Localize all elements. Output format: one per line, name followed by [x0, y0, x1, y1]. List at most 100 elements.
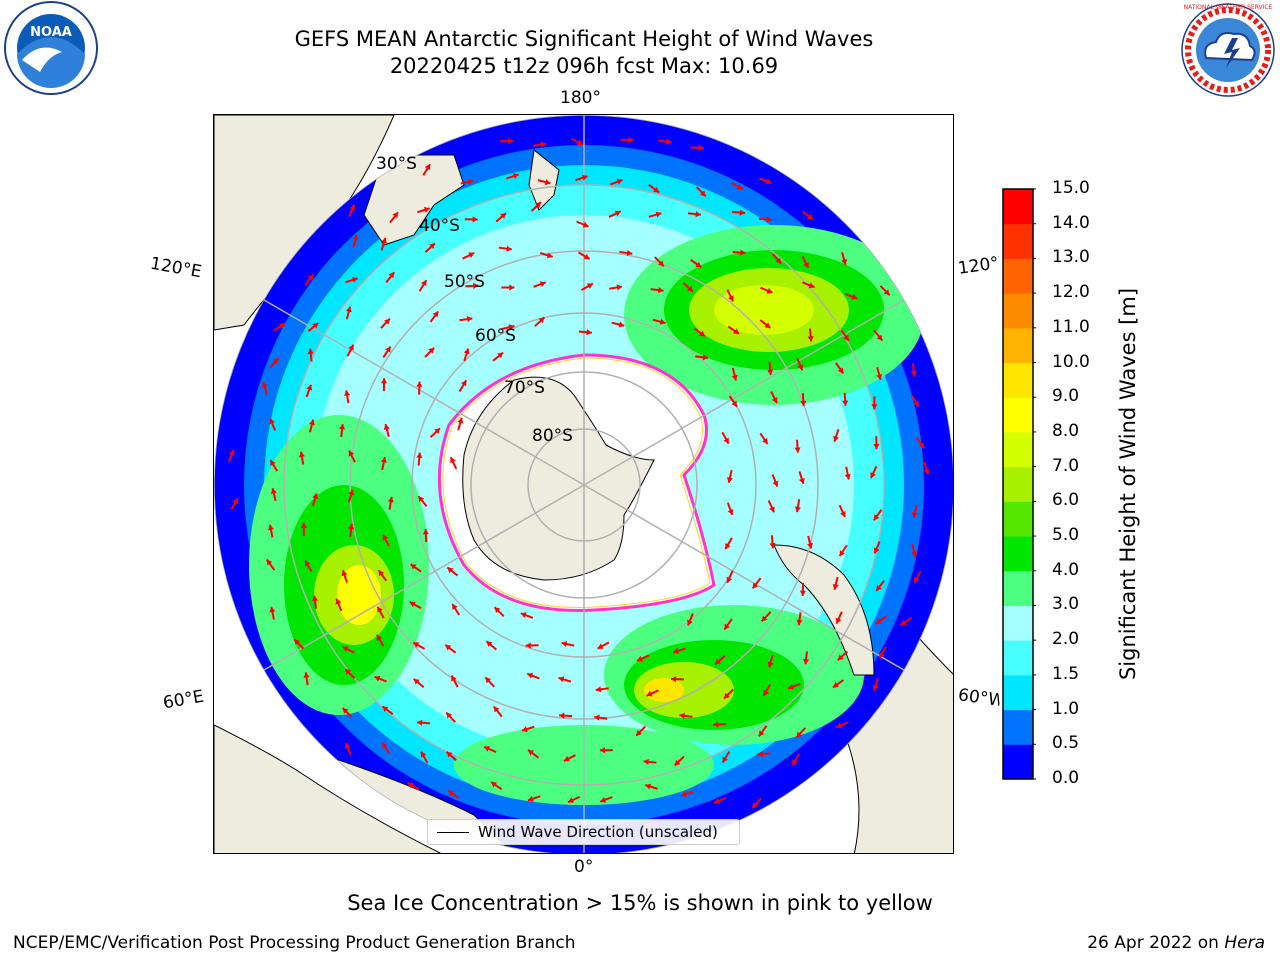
wave-arrow-head	[726, 576, 733, 583]
colorbar-block	[1003, 431, 1033, 468]
colorbar-block	[1003, 293, 1033, 329]
wave-arrow-head	[832, 584, 839, 590]
wave-arrow-head	[421, 280, 427, 287]
wave-arrow-head	[452, 603, 458, 610]
wave-arrow-head	[583, 253, 590, 260]
wave-arrow-head	[540, 141, 547, 148]
wave-arrow-head	[410, 564, 417, 570]
colorbar-block	[1003, 709, 1033, 745]
footer-credit: NCEP/EMC/Verification Post Processing Pr…	[13, 933, 576, 953]
wave-arrow-head	[311, 595, 319, 602]
wave-arrow-head	[695, 211, 701, 218]
wave-arrow-head	[300, 522, 307, 528]
wave-arrow-head	[387, 496, 394, 503]
wave-arrow-head	[497, 352, 504, 359]
wave-arrow-head	[918, 442, 925, 449]
wave-arrow-head	[413, 678, 420, 685]
wave-arrow-head	[798, 477, 805, 484]
wave-arrow-head	[875, 618, 882, 625]
wave-arrow-head	[559, 712, 565, 719]
wave-arrow-head	[876, 334, 883, 341]
wave-arrow-head	[736, 184, 743, 190]
graticule	[214, 115, 953, 853]
wave-arrow-head	[714, 798, 721, 804]
wave-arrow-head	[380, 237, 387, 244]
wave-arrow-head	[914, 576, 920, 583]
wave-arrow-head	[312, 322, 319, 329]
wave-arrow-head	[807, 542, 814, 549]
colorbar-tick-label: 11.0	[1052, 316, 1090, 337]
wave-arrow-head	[873, 443, 880, 450]
lat-label-40s: 40°S	[419, 216, 460, 236]
wave-arrow-head	[344, 390, 351, 396]
wave-arrow-head	[528, 749, 535, 756]
wave-arrow-head	[382, 706, 389, 712]
wave-arrow-head	[270, 488, 277, 495]
wave-arrow-head	[344, 742, 351, 749]
wave-arrow-head	[521, 726, 528, 733]
wave-arrow-head	[740, 249, 746, 256]
wave-arrow-head	[581, 174, 588, 181]
wave-arrow-head	[266, 559, 273, 566]
wave-arrow-head	[595, 686, 602, 693]
wave-arrow-head	[535, 202, 541, 208]
wave-arrow-head	[388, 272, 395, 279]
colorbar-tick-label: 8.0	[1052, 420, 1080, 441]
map-frame: 30°S 40°S 50°S 60°S 70°S 80°S	[213, 114, 954, 854]
noaa-logo: NOAA	[4, 1, 98, 95]
colorbar-tick-label: 9.0	[1052, 386, 1080, 407]
wave-arrow-head	[840, 511, 846, 517]
wave-arrow-head	[752, 802, 758, 809]
wave-arrow-head	[294, 639, 301, 646]
wave-arrow-head	[871, 404, 878, 410]
wave-arrow-head	[698, 330, 705, 337]
wave-arrow-head	[307, 274, 314, 281]
wave-arrow-head	[796, 619, 803, 626]
wave-arrow-head	[467, 178, 474, 185]
wave-arrow-head	[486, 641, 493, 647]
colorbar-block	[1003, 466, 1033, 502]
wave-arrow-head	[807, 213, 814, 220]
wave-arrow-head	[792, 759, 798, 766]
colorbar	[1002, 188, 1036, 780]
wave-arrow-head	[348, 450, 355, 457]
wave-arrow-head	[653, 186, 660, 193]
legend-label: Wind Wave Direction (unscaled)	[478, 823, 718, 841]
wave-arrow-head	[434, 428, 441, 435]
colorbar-tick-label: 1.0	[1052, 698, 1080, 719]
wave-arrow-head	[267, 524, 275, 531]
wave-arrow-head	[695, 261, 702, 268]
footer-date-text: 26 Apr 2022 on	[1087, 933, 1225, 953]
wave-arrow-head	[312, 493, 319, 500]
wave-arrow-head	[413, 642, 420, 648]
colorbar-tick-label: 14.0	[1052, 212, 1090, 233]
wave-arrow-head	[417, 719, 423, 726]
wave-arrow-head	[883, 289, 890, 296]
map-title: GEFS MEAN Antarctic Significant Height o…	[294, 27, 874, 51]
wave-arrow-head	[923, 468, 930, 475]
wave-arrow-head	[836, 722, 843, 729]
colorbar-tick-label: 12.0	[1052, 282, 1090, 303]
wave-arrow-head	[445, 644, 452, 651]
wave-arrow-head	[448, 790, 455, 797]
wave-arrow-head	[752, 582, 759, 589]
wave-arrow-head	[844, 473, 851, 480]
wave-arrow-head	[520, 612, 527, 619]
wave-arrow-head	[423, 206, 430, 213]
wave-arrow-head	[775, 257, 782, 264]
wave-arrow-head	[407, 782, 414, 789]
wave-arrow-head	[432, 311, 439, 318]
colorbar-block	[1003, 258, 1033, 294]
lon-label-180: 180°	[560, 88, 601, 108]
wave-arrow-head	[687, 285, 693, 292]
wave-arrow-head	[758, 730, 765, 737]
wave-arrow-head	[659, 318, 666, 325]
wave-arrow-head	[658, 287, 664, 294]
wave-arrow-head	[769, 542, 776, 549]
wave-arrow-head	[766, 216, 772, 223]
wave-arrow-head	[807, 336, 814, 342]
wave-arrow-head	[873, 547, 880, 554]
antarctica	[462, 376, 655, 581]
colorbar-block	[1003, 501, 1033, 537]
wave-arrow-head	[377, 606, 383, 613]
